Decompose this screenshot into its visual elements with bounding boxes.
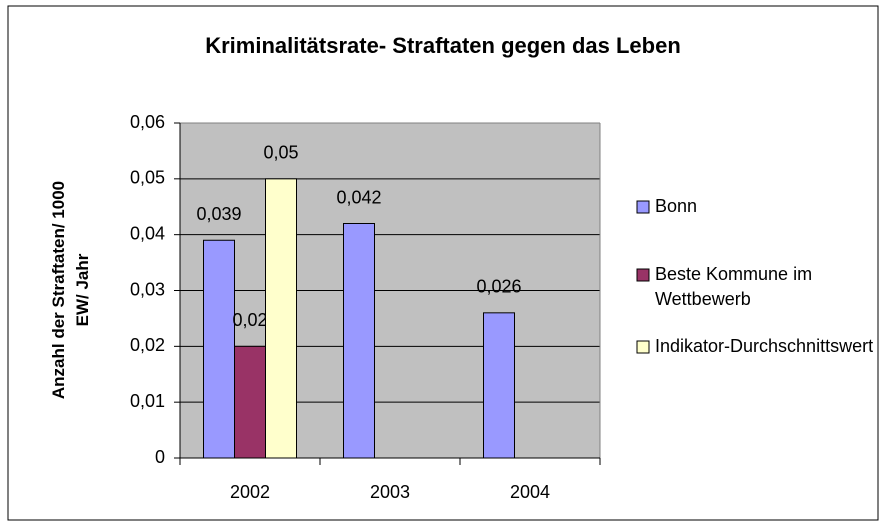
y-axis-label: Anzahl der Straftaten/ 1000 EW/ Jahr	[49, 180, 92, 400]
bar	[234, 345, 266, 459]
bar	[483, 312, 515, 459]
legend-swatch	[636, 200, 650, 214]
bar	[203, 239, 235, 459]
data-label: 0,026	[476, 277, 521, 297]
y-tick-label: 0,03	[130, 279, 165, 299]
bar	[343, 223, 375, 459]
y-tick-label: 0,05	[130, 168, 165, 188]
legend-label: Bonn	[655, 196, 698, 216]
data-label: 0,02	[232, 310, 267, 330]
y-tick-label: 0,01	[130, 391, 165, 411]
y-tick-label: 0,06	[130, 112, 165, 132]
chart-title: Kriminalitätsrate- Straftaten gegen das …	[205, 33, 681, 58]
data-label: 0,042	[336, 187, 381, 207]
y-tick-label: 0,02	[130, 335, 165, 355]
data-label: 0,05	[263, 143, 298, 163]
legend-label: Beste Kommune im Wettbewerb	[655, 264, 813, 309]
x-tick-label: 2004	[510, 482, 550, 502]
data-label: 0,039	[196, 204, 241, 224]
x-tick-label: 2003	[370, 482, 410, 502]
legend-label: Indikator-Durchschnittswert	[655, 336, 874, 356]
bar	[265, 178, 297, 459]
legend-swatch	[636, 268, 650, 282]
x-tick-label: 2002	[230, 482, 270, 502]
y-tick-label: 0	[155, 447, 165, 467]
legend-swatch	[636, 340, 650, 354]
y-tick-label: 0,04	[130, 223, 165, 243]
